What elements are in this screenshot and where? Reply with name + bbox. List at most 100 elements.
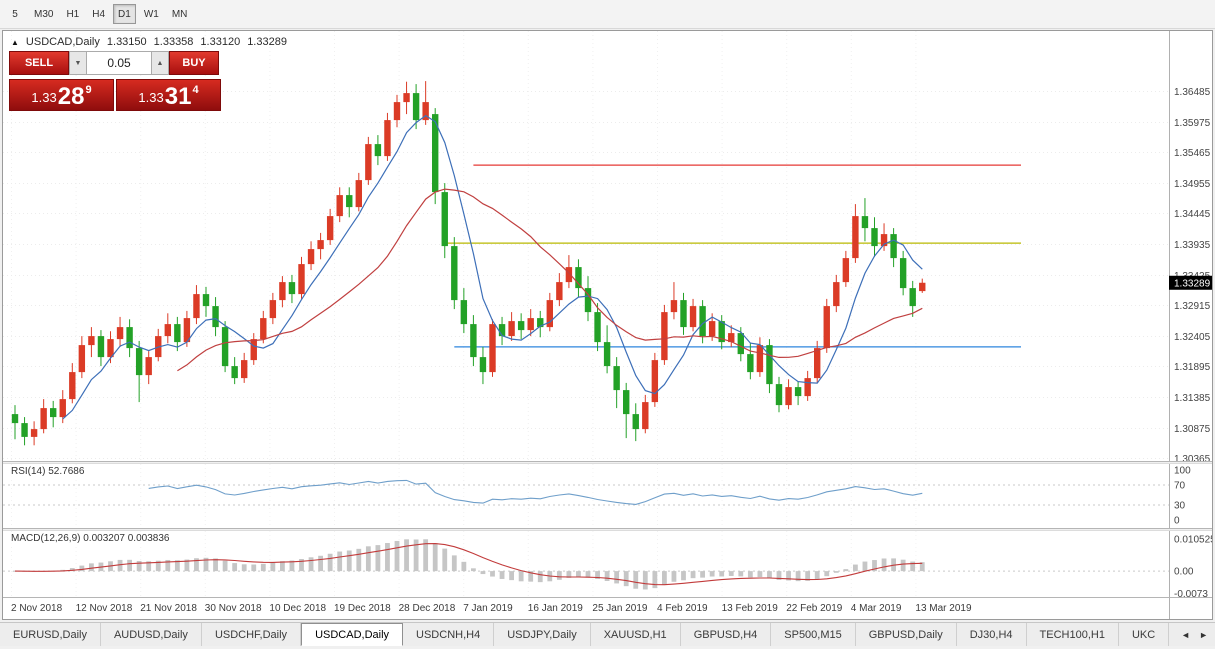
date-label: 7 Jan 2019 [463, 603, 513, 614]
price-axis-label: 1.32405 [1174, 332, 1211, 343]
macd-histogram [12, 539, 925, 590]
rsi-line [148, 479, 923, 505]
macd-pane-splitter[interactable] [3, 528, 1212, 531]
timeframe-button-mn[interactable]: MN [167, 4, 193, 24]
volume-input[interactable] [87, 51, 151, 75]
rsi-axis-label: 30 [1174, 501, 1186, 512]
tab-gbpusd-h4[interactable]: GBPUSD,H4 [681, 623, 772, 646]
price-axis-label: 1.34955 [1174, 179, 1211, 190]
price-axis-separator [1169, 31, 1170, 619]
timeframe-button-d1[interactable]: D1 [113, 4, 136, 24]
ohlc-close-value: 1.33289 [247, 36, 287, 48]
tab-dj30-h4[interactable]: DJ30,H4 [957, 623, 1027, 646]
volume-up-button[interactable]: ▲ [151, 51, 169, 75]
macd-signal-line [14, 543, 923, 586]
price-axis-label: 1.35465 [1174, 148, 1211, 159]
tab-usdcnh-h4[interactable]: USDCNH,H4 [403, 623, 495, 646]
timeframe-button-m30[interactable]: M30 [29, 4, 58, 24]
current-price-badge [1169, 275, 1212, 290]
main-chart-canvas[interactable]: 1.364851.359751.354651.349551.344451.339… [3, 31, 1212, 461]
date-label: 25 Jan 2019 [592, 603, 648, 614]
macd-axis-label: 0.010525 [1174, 535, 1212, 546]
tab-eurusd-daily[interactable]: EURUSD,Daily [0, 623, 101, 646]
rsi-axis-label: 100 [1174, 466, 1191, 477]
sell-button[interactable]: SELL [9, 51, 69, 75]
timeframe-button-5[interactable]: 5 [4, 4, 26, 24]
macd-axis-label: 0.00 [1174, 567, 1194, 578]
timeframe-button-h1[interactable]: H1 [61, 4, 84, 24]
ask-price-display[interactable]: 1.33 31 4 [116, 79, 221, 111]
ohlc-high-value: 1.33358 [153, 36, 194, 48]
date-label: 2 Nov 2018 [11, 603, 63, 614]
one-click-order-row: SELL ▼ ▲ BUY [9, 51, 223, 75]
ma-slow-line [177, 188, 923, 372]
macd-indicator-label: MACD(12,26,9) 0.003207 0.003836 [9, 533, 172, 544]
price-axis-label: 1.35975 [1174, 118, 1211, 129]
price-axis-label: 1.33935 [1174, 240, 1211, 251]
date-label: 22 Feb 2019 [786, 603, 843, 614]
tab-ukc[interactable]: UKC [1119, 623, 1170, 646]
chart-tab-bar: EURUSD,Daily AUDUSD,Daily USDCHF,Daily USDC… [0, 622, 1215, 646]
macd-pane-canvas[interactable]: 0.010525 0.00 -0.0073 [3, 531, 1212, 597]
volume-down-button[interactable]: ▼ [69, 51, 87, 75]
bid-price-big-digits: 28 [57, 83, 85, 110]
date-label: 30 Nov 2018 [204, 603, 262, 614]
timeframe-toolbar: 5 M30 H1 H4 D1 W1 MN [0, 0, 1215, 29]
chart-header: ▲ USDCAD,Daily 1.33150 1.33358 1.33120 1… [11, 36, 287, 48]
date-label: 16 Jan 2019 [527, 603, 583, 614]
date-label: 28 Dec 2018 [398, 603, 456, 614]
date-label: 21 Nov 2018 [140, 603, 197, 614]
price-axis-label: 1.31895 [1174, 362, 1211, 373]
ohlc-low-value: 1.33120 [200, 36, 241, 48]
tab-usdjpy-daily[interactable]: USDJPY,Daily [494, 623, 591, 646]
buy-button[interactable]: BUY [169, 51, 219, 75]
date-label: 13 Mar 2019 [915, 603, 972, 614]
ma-fast-line [62, 114, 923, 420]
tab-scroll-left-icon[interactable]: ◄ [1177, 628, 1194, 642]
macd-axis-label: -0.0073 [1174, 589, 1208, 597]
collapse-panel-icon[interactable]: ▲ [11, 37, 19, 47]
timeframe-button-w1[interactable]: W1 [139, 4, 164, 24]
date-label: 19 Dec 2018 [334, 603, 391, 614]
date-label: 4 Mar 2019 [850, 603, 902, 614]
ask-price-prefix: 1.33 [138, 90, 164, 105]
price-axis-label: 1.34445 [1174, 209, 1211, 220]
one-click-price-row: 1.33 28 9 1.33 31 4 [9, 79, 223, 111]
rsi-indicator-label: RSI(14) 52.7686 [9, 466, 87, 477]
ohlc-open-value: 1.33150 [106, 36, 147, 48]
chart-window: 1.36485 1.35975 1.35465 1.34955 1.34445 1.339… [2, 30, 1213, 620]
tab-audusd-daily[interactable]: AUDUSD,Daily [101, 623, 202, 646]
tab-usdchf-daily[interactable]: USDCHF,Daily [202, 623, 302, 646]
rsi-pane-splitter[interactable] [3, 461, 1212, 464]
tab-scroll-arrows: ◄ ► [1177, 623, 1212, 646]
price-axis-label: 1.32915 [1174, 301, 1211, 312]
ask-price-pip-digit: 4 [192, 84, 199, 96]
price-axis-label: 1.30365 [1174, 454, 1211, 461]
date-label: 13 Feb 2019 [721, 603, 778, 614]
tab-usdcad-daily[interactable]: USDCAD,Daily [301, 623, 404, 646]
ask-price-big-digits: 31 [164, 83, 192, 110]
rsi-pane-canvas[interactable]: 100 70 30 0 [3, 464, 1212, 528]
current-price-badge-label: 1.33289 [1174, 278, 1211, 289]
price-axis-label: 1.31385 [1174, 393, 1211, 404]
rsi-axis-label: 0 [1174, 516, 1180, 527]
chart-symbol-period-label: USDCAD,Daily [25, 36, 100, 48]
tab-gbpusd-daily[interactable]: GBPUSD,Daily [856, 623, 957, 646]
tab-scroll-right-icon[interactable]: ► [1195, 628, 1212, 642]
tab-sp500-m15[interactable]: SP500,M15 [771, 623, 856, 646]
price-axis-label: 1.30875 [1174, 424, 1211, 435]
bid-price-pip-digit: 9 [85, 84, 92, 96]
tab-tech100-h1[interactable]: TECH100,H1 [1027, 623, 1119, 646]
date-label: 4 Feb 2019 [657, 603, 708, 614]
one-click-trading-panel: SELL ▼ ▲ BUY 1.33 28 9 1.33 31 4 [9, 51, 223, 111]
date-axis: 2 Nov 2018 12 Nov 2018 21 Nov 2018 30 Nov 2… [3, 597, 1212, 619]
timeframe-button-h4[interactable]: H4 [87, 4, 110, 24]
date-label: 12 Nov 2018 [75, 603, 133, 614]
bid-price-prefix: 1.33 [31, 90, 57, 105]
bid-price-display[interactable]: 1.33 28 9 [9, 79, 114, 111]
tab-xauusd-h1[interactable]: XAUUSD,H1 [591, 623, 681, 646]
rsi-axis-label: 70 [1174, 481, 1186, 492]
date-label: 10 Dec 2018 [269, 603, 327, 614]
candles [11, 81, 926, 446]
price-axis-label: 1.36485 [1174, 87, 1211, 98]
